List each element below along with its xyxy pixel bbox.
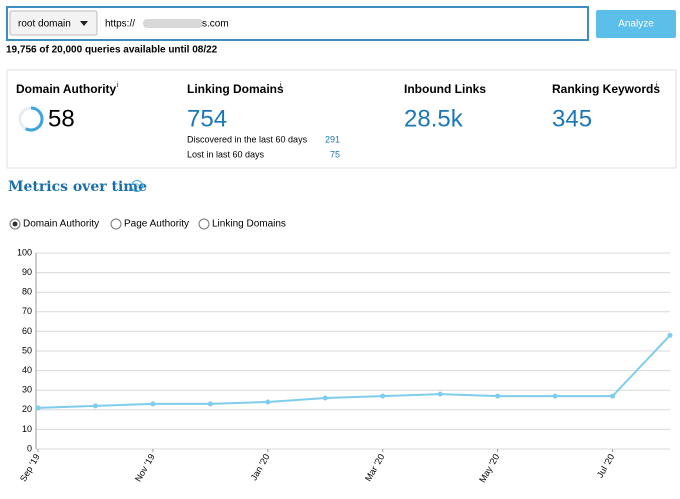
lost-value: 75 <box>330 149 340 159</box>
info-mark: i <box>656 82 658 89</box>
quota-text: 19,756 of 20,000 queries available until… <box>6 45 218 56</box>
url-blur <box>143 19 203 28</box>
y-tick-label: 0 <box>27 443 32 453</box>
x-tick-label: Jul '20 <box>595 452 617 479</box>
url-field[interactable] <box>6 6 589 41</box>
data-point <box>437 391 443 397</box>
y-tick-label: 40 <box>22 365 32 375</box>
scope-text: root domain <box>18 19 71 30</box>
discovered-value: 291 <box>325 134 340 144</box>
info-mark: i <box>117 82 119 89</box>
metric-label: Domain Authority <box>16 82 117 96</box>
x-tick-label: Nov '19 <box>133 452 157 483</box>
x-tick-label: Jan '20 <box>249 452 272 482</box>
data-point <box>667 332 673 338</box>
chart: 0 10 20 30 40 50 60 70 80 90 100 Sep '19 Nov '19 Jan … <box>17 247 673 484</box>
metric-value: 28.5k <box>404 105 464 132</box>
da-ring <box>24 106 44 132</box>
y-tick-label: 90 <box>22 267 32 277</box>
y-tick-label: 70 <box>22 306 32 316</box>
metric-label: Inbound Links <box>404 82 486 96</box>
metric-label: Linking Domains <box>187 82 284 96</box>
data-point <box>92 403 98 409</box>
metric-value: 345 <box>552 105 592 132</box>
metric-label: Ranking Keywords <box>552 82 660 96</box>
metric-value: 754 <box>187 105 227 132</box>
data-point <box>495 393 501 399</box>
lost-label: Lost in last 60 days <box>187 149 265 159</box>
help-icon[interactable] <box>131 180 143 192</box>
y-tick-label: 80 <box>22 287 32 297</box>
data-point <box>207 401 213 407</box>
x-tick-label: Sep '19 <box>18 452 42 483</box>
y-tick-label: 50 <box>22 345 32 355</box>
data-line <box>37 334 671 409</box>
radio-label: Domain Authority <box>23 219 99 230</box>
help-mark: ? <box>135 183 139 190</box>
data-point <box>265 399 271 405</box>
y-tick-label: 10 <box>22 424 32 434</box>
radio-label: Linking Domains <box>212 219 286 230</box>
radio[interactable] <box>110 218 122 230</box>
metrics-card <box>6 69 677 169</box>
data-point <box>150 401 156 407</box>
x-tick-label: May '20 <box>477 452 501 484</box>
radio-dot <box>12 221 18 227</box>
y-tick-label: 100 <box>17 247 32 257</box>
discovered-label: Discovered in the last 60 days <box>187 134 308 144</box>
dropdown-arrow <box>80 21 88 26</box>
url-prefix: https:// <box>105 19 135 30</box>
scope-dropdown[interactable] <box>9 10 98 36</box>
x-tick-label: Mar '20 <box>363 452 387 483</box>
data-point <box>35 405 41 411</box>
y-tick-label: 20 <box>22 404 32 414</box>
analyze-label: Analyze <box>618 19 654 30</box>
url-suffix: s.com <box>202 19 229 30</box>
metric-value: 58 <box>48 105 75 132</box>
radio[interactable] <box>198 218 210 230</box>
data-point <box>322 395 328 401</box>
y-tick-label: 60 <box>22 326 32 336</box>
analyze-button[interactable] <box>596 10 676 38</box>
data-point <box>380 393 386 399</box>
info-mark: i <box>280 82 282 89</box>
data-point <box>610 393 616 399</box>
radio-label: Page Authority <box>124 219 189 230</box>
data-point <box>552 393 558 399</box>
y-tick-label: 30 <box>22 385 32 395</box>
section-title: Metrics over time <box>8 179 147 195</box>
